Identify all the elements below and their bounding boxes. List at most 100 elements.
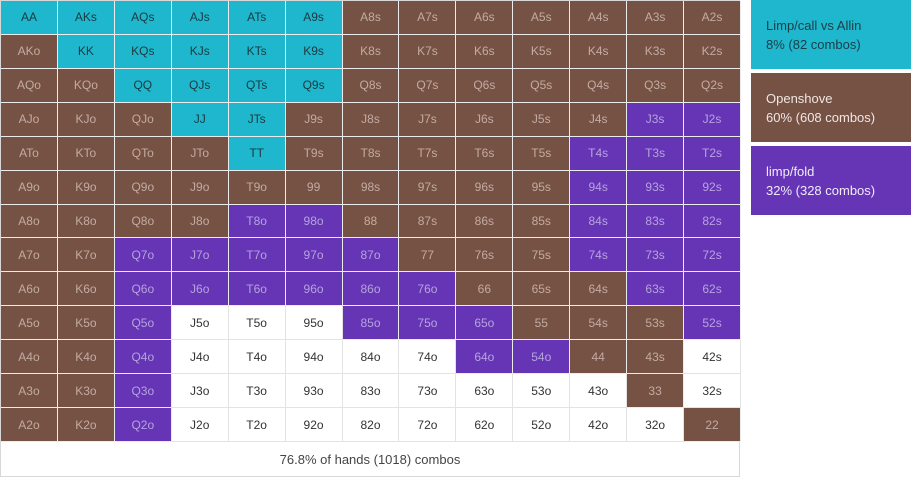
hand-cell[interactable]: K7s	[399, 34, 457, 69]
hand-cell[interactable]: 82o	[342, 408, 400, 442]
hand-cell[interactable]: ATo	[1, 136, 58, 171]
hand-cell[interactable]: T6s	[456, 136, 514, 171]
hand-cell[interactable]: 83s	[627, 204, 685, 239]
hand-cell[interactable]: 72s	[684, 238, 741, 273]
hand-cell[interactable]: K9s	[285, 34, 343, 69]
hand-cell[interactable]: Q2o	[114, 408, 172, 442]
hand-cell[interactable]: K2o	[57, 408, 115, 442]
hand-cell[interactable]: 87o	[342, 238, 400, 273]
hand-cell[interactable]: 63o	[456, 374, 514, 409]
hand-cell[interactable]: 42o	[570, 408, 628, 442]
hand-cell[interactable]: 53o	[513, 374, 571, 409]
hand-cell[interactable]: 85s	[513, 204, 571, 239]
hand-cell[interactable]: AJo	[1, 102, 58, 137]
hand-cell[interactable]: 97s	[399, 170, 457, 205]
hand-cell[interactable]: 52s	[684, 306, 741, 341]
hand-cell[interactable]: 64o	[456, 340, 514, 375]
hand-cell[interactable]: K4o	[57, 340, 115, 375]
hand-cell[interactable]: Q8o	[114, 204, 172, 239]
hand-cell[interactable]: 76s	[456, 238, 514, 273]
hand-cell[interactable]: KQo	[57, 68, 115, 103]
hand-cell[interactable]: 96o	[285, 272, 343, 307]
hand-cell[interactable]: 98o	[285, 204, 343, 239]
hand-cell[interactable]: AKs	[57, 1, 115, 35]
hand-cell[interactable]: J3s	[627, 102, 685, 137]
hand-cell[interactable]: A3s	[627, 1, 685, 35]
hand-cell[interactable]: ATs	[228, 1, 286, 35]
hand-cell[interactable]: T6o	[228, 272, 286, 307]
hand-cell[interactable]: K3s	[627, 34, 685, 69]
hand-cell[interactable]: AA	[1, 1, 58, 35]
hand-cell[interactable]: 64s	[570, 272, 628, 307]
hand-cell[interactable]: Q6s	[456, 68, 514, 103]
hand-cell[interactable]: 84s	[570, 204, 628, 239]
hand-cell[interactable]: 65s	[513, 272, 571, 307]
hand-cell[interactable]: J5o	[171, 306, 229, 341]
hand-cell[interactable]: 76o	[399, 272, 457, 307]
hand-cell[interactable]: 55	[513, 306, 571, 341]
hand-cell[interactable]: 94o	[285, 340, 343, 375]
hand-cell[interactable]: 88	[342, 204, 400, 239]
hand-cell[interactable]: Q9o	[114, 170, 172, 205]
hand-cell[interactable]: 98s	[342, 170, 400, 205]
hand-cell[interactable]: 75o	[399, 306, 457, 341]
hand-cell[interactable]: A2s	[684, 1, 741, 35]
hand-cell[interactable]: 99	[285, 170, 343, 205]
hand-cell[interactable]: 93o	[285, 374, 343, 409]
hand-cell[interactable]: J4o	[171, 340, 229, 375]
hand-cell[interactable]: Q6o	[114, 272, 172, 307]
hand-cell[interactable]: Q5o	[114, 306, 172, 341]
hand-cell[interactable]: 22	[684, 408, 741, 442]
hand-cell[interactable]: J4s	[570, 102, 628, 137]
hand-cell[interactable]: A4s	[570, 1, 628, 35]
hand-cell[interactable]: 73s	[627, 238, 685, 273]
hand-cell[interactable]: JTo	[171, 136, 229, 171]
hand-cell[interactable]: 85o	[342, 306, 400, 341]
hand-cell[interactable]: A7s	[399, 1, 457, 35]
hand-cell[interactable]: 74o	[399, 340, 457, 375]
hand-cell[interactable]: K3o	[57, 374, 115, 409]
hand-cell[interactable]: J8o	[171, 204, 229, 239]
hand-cell[interactable]: T4s	[570, 136, 628, 171]
hand-cell[interactable]: Q5s	[513, 68, 571, 103]
hand-cell[interactable]: 65o	[456, 306, 514, 341]
hand-cell[interactable]: K5s	[513, 34, 571, 69]
hand-cell[interactable]: K6o	[57, 272, 115, 307]
hand-cell[interactable]: 84o	[342, 340, 400, 375]
hand-cell[interactable]: J6s	[456, 102, 514, 137]
hand-cell[interactable]: 92o	[285, 408, 343, 442]
hand-cell[interactable]: 75s	[513, 238, 571, 273]
hand-cell[interactable]: 96s	[456, 170, 514, 205]
hand-cell[interactable]: 95o	[285, 306, 343, 341]
hand-cell[interactable]: J7s	[399, 102, 457, 137]
hand-cell[interactable]: 77	[399, 238, 457, 273]
hand-cell[interactable]: T2o	[228, 408, 286, 442]
hand-cell[interactable]: 53s	[627, 306, 685, 341]
hand-cell[interactable]: K5o	[57, 306, 115, 341]
hand-cell[interactable]: Q4o	[114, 340, 172, 375]
hand-cell[interactable]: 32o	[627, 408, 685, 442]
hand-cell[interactable]: T3s	[627, 136, 685, 171]
hand-cell[interactable]: Q7s	[399, 68, 457, 103]
hand-cell[interactable]: KJs	[171, 34, 229, 69]
hand-cell[interactable]: Q9s	[285, 68, 343, 103]
hand-cell[interactable]: 33	[627, 374, 685, 409]
hand-cell[interactable]: QTo	[114, 136, 172, 171]
hand-cell[interactable]: JJ	[171, 102, 229, 137]
hand-cell[interactable]: 97o	[285, 238, 343, 273]
hand-cell[interactable]: Q3o	[114, 374, 172, 409]
hand-cell[interactable]: K2s	[684, 34, 741, 69]
hand-cell[interactable]: 94s	[570, 170, 628, 205]
hand-cell[interactable]: K8o	[57, 204, 115, 239]
hand-cell[interactable]: QQ	[114, 68, 172, 103]
hand-cell[interactable]: Q3s	[627, 68, 685, 103]
hand-cell[interactable]: 83o	[342, 374, 400, 409]
hand-cell[interactable]: A2o	[1, 408, 58, 442]
hand-cell[interactable]: K9o	[57, 170, 115, 205]
hand-cell[interactable]: AKo	[1, 34, 58, 69]
hand-cell[interactable]: T7o	[228, 238, 286, 273]
hand-cell[interactable]: K7o	[57, 238, 115, 273]
hand-cell[interactable]: 95s	[513, 170, 571, 205]
hand-cell[interactable]: KTo	[57, 136, 115, 171]
hand-cell[interactable]: J7o	[171, 238, 229, 273]
